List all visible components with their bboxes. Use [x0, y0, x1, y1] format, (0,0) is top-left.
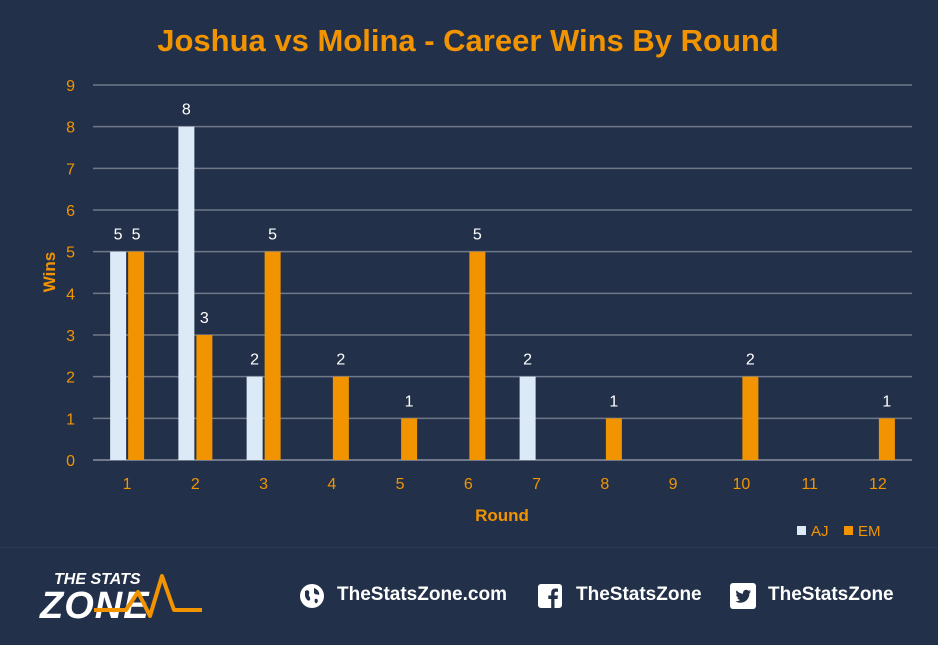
- data-label-em-round-8: 1: [609, 393, 618, 410]
- bar-em-round-3: [264, 251, 281, 460]
- x-tick-label-8: 8: [600, 476, 609, 493]
- gridlines: [93, 84, 912, 461]
- logo-pulse-line: [94, 574, 202, 618]
- twitter-handle[interactable]: TheStatsZone: [768, 584, 894, 605]
- x-tick-label-6: 6: [464, 476, 473, 493]
- twitter-icon: [730, 583, 756, 609]
- y-tick-label-0: 0: [66, 453, 75, 470]
- x-axis-label: Round: [475, 506, 529, 525]
- x-tick-label-2: 2: [191, 476, 200, 493]
- x-tick-label-4: 4: [327, 476, 336, 493]
- y-tick-label-5: 5: [66, 245, 75, 262]
- website-link[interactable]: TheStatsZone.com: [337, 584, 507, 605]
- footer-bar: THE STATS ZONE TheStatsZone.com TheStats…: [0, 547, 938, 645]
- bar-em-round-12: [878, 418, 895, 460]
- bar-aj-round-3: [246, 376, 263, 460]
- x-tick-label-5: 5: [396, 476, 405, 493]
- bar-em-round-4: [332, 376, 349, 460]
- bar-em-round-8: [605, 418, 622, 460]
- logo-text-top: THE STATS: [54, 571, 141, 588]
- y-tick-label-1: 1: [66, 411, 75, 428]
- bar-em-round-10: [742, 376, 759, 460]
- legend-swatch-aj: [797, 526, 806, 535]
- bar-em-round-5: [401, 418, 418, 460]
- data-label-em-round-3: 5: [268, 227, 277, 244]
- x-tick-label-12: 12: [869, 476, 887, 493]
- y-tick-label-6: 6: [66, 203, 75, 220]
- data-label-aj-round-7: 2: [523, 352, 532, 369]
- legend: AJ EM: [797, 523, 881, 540]
- data-label-aj-round-3: 2: [250, 352, 259, 369]
- bar-em-round-6: [469, 251, 486, 460]
- data-label-aj-round-2: 8: [182, 102, 191, 119]
- data-label-em-round-6: 5: [473, 227, 482, 244]
- bars: [110, 126, 895, 461]
- data-label-aj-round-1: 5: [114, 227, 123, 244]
- x-tick-label-11: 11: [801, 476, 818, 493]
- facebook-icon: [538, 584, 562, 608]
- data-label-em-round-2: 3: [200, 310, 209, 327]
- chart-title: Joshua vs Molina - Career Wins By Round: [157, 23, 779, 58]
- legend-swatch-em: [844, 526, 853, 535]
- x-tick-labels: 1 2 3 4 5 6 7 8 9 10 11 12: [123, 476, 887, 493]
- bar-chart: Joshua vs Molina - Career Wins By Round …: [40, 23, 912, 540]
- bar-aj-round-7: [519, 376, 536, 460]
- data-label-em-round-12: 1: [882, 393, 891, 410]
- data-label-em-round-10: 2: [746, 352, 755, 369]
- x-tick-label-9: 9: [669, 476, 678, 493]
- bar-aj-round-1: [110, 251, 127, 460]
- legend-label-aj: AJ: [811, 523, 829, 540]
- stats-zone-logo: THE STATS ZONE: [39, 571, 202, 627]
- data-label-em-round-4: 2: [336, 352, 345, 369]
- chart-panel: Joshua vs Molina - Career Wins By Round …: [0, 0, 938, 547]
- data-label-em-round-5: 1: [405, 393, 414, 410]
- globe-icon: [300, 584, 324, 608]
- y-tick-labels: 0 1 2 3 4 5 6 7 8 9: [66, 78, 75, 470]
- y-tick-label-9: 9: [66, 78, 75, 95]
- x-tick-label-10: 10: [732, 476, 750, 493]
- y-tick-label-8: 8: [66, 120, 75, 137]
- bar-em-round-2: [196, 335, 213, 460]
- y-tick-label-2: 2: [66, 370, 75, 387]
- y-tick-label-3: 3: [66, 328, 75, 345]
- bar-em-round-1: [128, 251, 145, 460]
- facebook-handle[interactable]: TheStatsZone: [576, 584, 702, 605]
- x-tick-label-1: 1: [123, 476, 132, 493]
- y-tick-label-4: 4: [66, 286, 75, 303]
- logo-text-bottom: ZONE: [39, 585, 150, 627]
- bar-aj-round-2: [178, 126, 195, 461]
- x-tick-label-7: 7: [532, 476, 541, 493]
- y-tick-label-7: 7: [66, 161, 75, 178]
- x-tick-label-3: 3: [259, 476, 268, 493]
- y-axis-label: Wins: [40, 252, 59, 292]
- data-label-em-round-1: 5: [132, 227, 141, 244]
- legend-label-em: EM: [858, 523, 881, 540]
